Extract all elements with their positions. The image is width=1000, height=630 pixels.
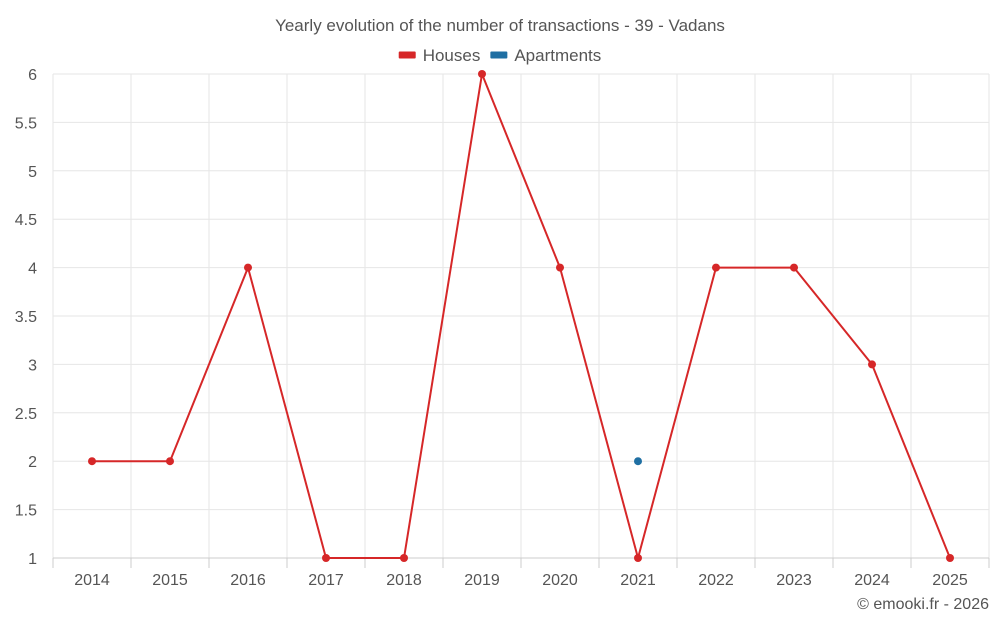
x-tick-label: 2021	[620, 572, 656, 589]
legend-item-houses[interactable]: Houses	[398, 46, 481, 65]
x-tick-label: 2020	[542, 572, 578, 589]
axes: 1 1.5 2 2.5 3 3.5 4 4.5 5 5.5 6 2014 2015 2016 2017 201…	[15, 67, 990, 589]
data-point-houses[interactable]	[946, 554, 954, 562]
y-tick-label: 3.5	[15, 309, 37, 326]
x-tick-label: 2019	[464, 572, 500, 589]
y-tick-label: 5	[28, 164, 37, 181]
y-tick-label: 5.5	[15, 115, 37, 132]
y-tick-label: 3	[28, 357, 37, 374]
legend-label: Houses	[423, 46, 481, 65]
data-point-houses[interactable]	[868, 360, 876, 369]
series-houses	[88, 70, 954, 562]
legend-label: Apartments	[514, 46, 601, 65]
data-point-houses[interactable]	[400, 554, 408, 562]
series-line-houses	[92, 73, 951, 559]
data-point-houses[interactable]	[88, 457, 96, 466]
x-tick-label: 2015	[152, 572, 188, 589]
data-point-houses[interactable]	[556, 263, 564, 272]
x-tick-label: 2024	[854, 572, 890, 589]
legend-item-apartments[interactable]: Apartments	[490, 46, 601, 65]
credit-text: © emooki.fr - 2026	[857, 596, 989, 613]
y-tick-label: 2	[28, 454, 37, 471]
x-tick-label: 2014	[74, 572, 110, 589]
y-tick-label: 4	[28, 261, 37, 278]
x-tick-label: 2017	[308, 572, 344, 589]
legend-swatch	[398, 51, 416, 59]
legend-swatch	[490, 51, 508, 59]
data-point-houses[interactable]	[790, 263, 798, 272]
y-tick-label: 2.5	[15, 406, 37, 423]
data-point-houses[interactable]	[712, 263, 720, 272]
legend: Houses Apartments	[398, 46, 601, 65]
data-point-houses[interactable]	[478, 70, 486, 78]
data-point-houses[interactable]	[166, 457, 174, 466]
x-tick-label: 2018	[386, 572, 422, 589]
series-apartments	[634, 457, 642, 466]
y-tick-label: 4.5	[15, 212, 37, 229]
x-tick-label: 2022	[698, 572, 734, 589]
series-layer	[88, 70, 954, 562]
y-tick-label: 1	[28, 551, 37, 568]
data-point-apartments[interactable]	[634, 457, 642, 466]
x-tick-label: 2025	[932, 572, 968, 589]
y-tick-label: 1.5	[15, 503, 37, 520]
x-tick-label: 2023	[776, 572, 812, 589]
data-point-houses[interactable]	[322, 554, 330, 562]
data-point-houses[interactable]	[634, 554, 642, 562]
data-point-houses[interactable]	[244, 263, 252, 272]
y-tick-label: 6	[28, 67, 37, 84]
chart-title: Yearly evolution of the number of transa…	[275, 16, 725, 35]
x-tick-label: 2016	[230, 572, 266, 589]
grid	[52, 73, 990, 559]
